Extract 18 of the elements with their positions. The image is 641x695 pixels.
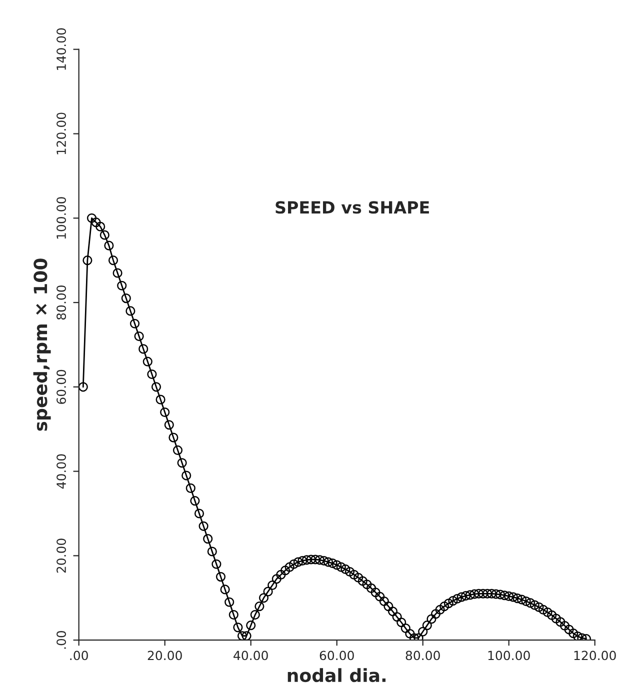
- y-axis-title: speed,rpm × 100: [33, 258, 51, 431]
- y-tick-label: 60.00: [56, 370, 66, 404]
- y-tick-label: 100.00: [56, 197, 66, 239]
- x-tick-label: 80.00: [406, 650, 440, 660]
- y-tick-label: .00: [56, 630, 66, 649]
- x-tick-label: .00: [70, 650, 88, 660]
- x-tick-label: 60.00: [320, 650, 354, 660]
- y-tick-label: 120.00: [56, 112, 66, 154]
- y-tick-label: 80.00: [56, 285, 66, 320]
- y-tick-label: 40.00: [56, 454, 66, 489]
- x-tick-label: 100.00: [488, 650, 530, 660]
- x-axis-title: nodal dia.: [288, 668, 386, 682]
- y-tick-label: 20.00: [56, 538, 66, 573]
- x-tick-label: 40.00: [234, 650, 268, 660]
- text: SPEED vs SHAPE: [276, 201, 429, 214]
- y-tick-label: 140.00: [56, 28, 66, 70]
- x-tick-label: 20.00: [148, 650, 182, 660]
- x-tick-label: 120.00: [574, 650, 616, 660]
